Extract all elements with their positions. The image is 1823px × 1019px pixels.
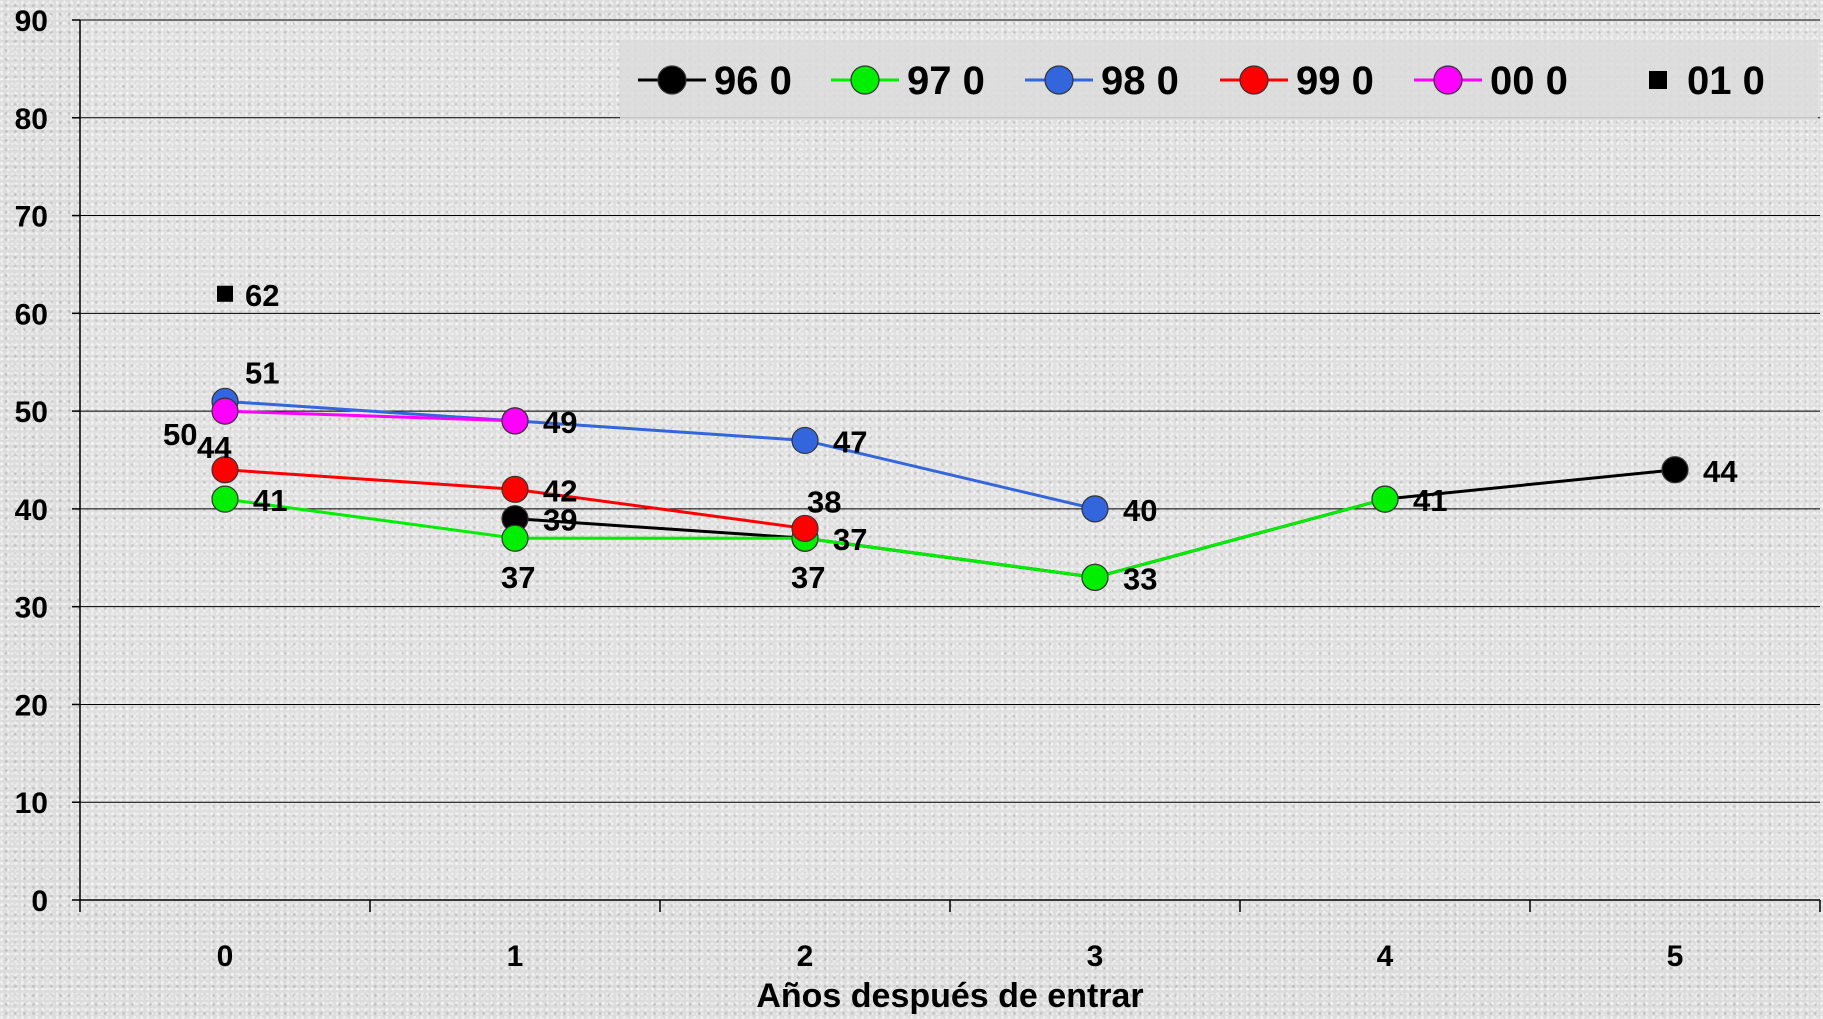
data-label: 50 [163,417,197,452]
data-point [1371,485,1399,513]
data-label: 40 [1123,493,1157,528]
y-tick-label-70: 70 [15,201,48,234]
y-tick-label-60: 60 [15,298,48,331]
legend-item-96-0: 96 0 [638,59,792,103]
data-label: 44 [1703,454,1738,489]
data-point [211,456,239,484]
y-axis-ticks: 0 10 20 30 40 50 60 70 80 90 [15,5,81,918]
data-point [791,426,819,455]
data-label: 42 [543,473,577,508]
legend-marker-square [1649,71,1667,89]
series-00-0 [211,397,529,435]
plot-area [80,20,1820,900]
legend-item-97-0: 97 0 [831,59,985,103]
data-point [1081,495,1109,523]
data-point [501,475,529,503]
data-point [211,485,239,513]
y-tick-label-10: 10 [15,787,48,820]
series-line [224,399,1096,511]
legend-label: 96 0 [714,59,792,103]
y-tick-label-90: 90 [15,5,48,38]
x-tick-label-1: 1 [507,940,524,973]
y-tick-label-50: 50 [15,396,48,429]
legend-label: 99 0 [1296,59,1374,103]
data-point [791,514,819,543]
data-point [501,407,529,435]
y-tick-label-0: 0 [31,885,48,918]
x-axis-title: Años después de entrar [756,977,1143,1015]
y-tick-label-20: 20 [15,689,48,722]
data-point [1081,563,1109,591]
series-line [224,409,516,423]
data-label: 47 [833,424,867,459]
x-tick-label-3: 3 [1087,940,1104,973]
data-label: 37 [501,560,535,595]
data-label: 38 [807,484,841,519]
data-point-square [217,285,233,302]
data-label: 37 [791,560,825,595]
series-01-0 [217,285,233,302]
series-layer [211,285,1689,591]
series-99-0 [211,456,819,543]
data-label: 44 [197,430,232,465]
legend-label: 00 0 [1490,59,1568,103]
legend-item-00-0: 00 0 [1414,59,1568,103]
legend-label: 97 0 [907,59,985,103]
legend-label: 01 0 [1687,59,1765,103]
data-label: 41 [1413,483,1447,518]
legend-marker [1239,65,1269,95]
legend-item-98-0: 98 0 [1025,59,1179,103]
data-label: 49 [543,405,577,440]
data-point [501,524,529,552]
legend-marker [850,65,880,95]
x-tick-label-0: 0 [217,940,234,973]
legend-marker [1433,65,1463,95]
legend: 96 0 97 0 98 0 99 0 00 0 01 0 [638,59,1765,103]
data-point [1661,456,1689,484]
data-point [211,397,239,425]
y-tick-label-40: 40 [15,494,48,527]
legend-background [620,40,1818,120]
x-tick-label-2: 2 [797,940,814,973]
data-label: 37 [833,522,867,557]
data-label: 33 [1123,561,1157,596]
data-label: 39 [543,503,577,538]
y-tick-label-30: 30 [15,592,48,625]
data-label: 51 [245,355,279,390]
legend-item-01-0: 01 0 [1649,59,1765,103]
legend-marker [1044,65,1074,95]
x-axis: 0 1 2 3 4 5 [79,900,1821,973]
legend-label: 98 0 [1101,59,1179,103]
legend-item-99-0: 99 0 [1220,59,1374,103]
data-label: 41 [253,483,287,518]
x-tick-label-4: 4 [1377,940,1394,973]
legend-marker [657,65,687,95]
y-tick-label-80: 80 [15,103,48,136]
data-label: 62 [245,278,279,313]
x-tick-label-5: 5 [1667,940,1684,973]
